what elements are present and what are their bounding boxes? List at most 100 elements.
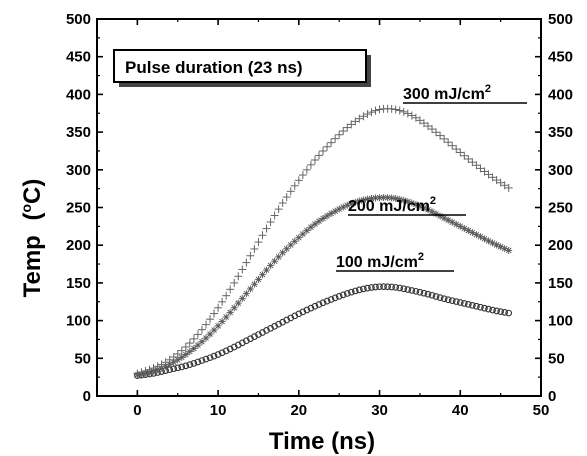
data-point bbox=[295, 310, 303, 318]
data-point bbox=[186, 348, 194, 356]
y-tick-label: 400 bbox=[66, 86, 91, 103]
data-point bbox=[395, 106, 404, 115]
data-point bbox=[468, 158, 477, 167]
data-point bbox=[481, 304, 488, 312]
x-axis-title: Time (ns) bbox=[269, 428, 375, 455]
data-point bbox=[319, 214, 327, 222]
data-point bbox=[165, 355, 174, 364]
data-point bbox=[404, 286, 412, 293]
data-point bbox=[226, 285, 235, 294]
data-point bbox=[181, 342, 190, 351]
data-point bbox=[384, 283, 391, 291]
data-point bbox=[299, 308, 307, 316]
data-point bbox=[250, 280, 258, 288]
series-2 bbox=[133, 104, 513, 378]
y-tick-label-right: 300 bbox=[548, 162, 573, 179]
data-point bbox=[202, 355, 210, 363]
data-point bbox=[198, 338, 206, 346]
data-point bbox=[452, 145, 461, 154]
data-point bbox=[153, 362, 162, 371]
data-point bbox=[198, 357, 206, 364]
data-point bbox=[145, 365, 154, 374]
annotation-box: Pulse duration (23 ns) bbox=[113, 49, 371, 87]
y-axis-title: Temp (oC) bbox=[18, 179, 46, 298]
data-point bbox=[170, 365, 178, 373]
y-axis-title-degree: o bbox=[18, 204, 34, 213]
y-tick-label: 500 bbox=[66, 11, 91, 28]
data-point bbox=[222, 291, 231, 300]
data-point bbox=[214, 322, 222, 330]
data-point bbox=[469, 301, 476, 309]
annotation-text: Pulse duration (23 ns) bbox=[125, 58, 303, 77]
data-point bbox=[500, 181, 509, 190]
data-point bbox=[319, 299, 327, 307]
data-point bbox=[371, 106, 380, 115]
svg-text:200 mJ/cm2: 200 mJ/cm2 bbox=[348, 195, 436, 215]
data-point bbox=[182, 362, 190, 370]
data-point bbox=[391, 105, 400, 114]
data-point bbox=[294, 176, 303, 185]
x-tick-label: 0 bbox=[133, 402, 141, 419]
series-label-300-text: 300 mJ/cm bbox=[403, 86, 485, 103]
data-point bbox=[504, 183, 513, 192]
x-tick-label: 20 bbox=[290, 402, 307, 419]
data-point bbox=[250, 244, 259, 253]
series-label-300-sup: 2 bbox=[485, 83, 491, 95]
series-label-100: 100 mJ/cm2 bbox=[336, 251, 454, 272]
data-point bbox=[464, 301, 472, 308]
data-point bbox=[201, 320, 210, 329]
series-label-300: 300 mJ/cm2 bbox=[403, 83, 527, 104]
data-point bbox=[480, 167, 489, 176]
data-point bbox=[206, 330, 214, 338]
y-tick-label: 100 bbox=[66, 313, 91, 330]
data-point bbox=[488, 173, 497, 182]
data-point bbox=[157, 360, 166, 369]
data-point bbox=[505, 246, 513, 254]
x-tick-label: 10 bbox=[210, 402, 227, 419]
data-point bbox=[489, 306, 496, 314]
data-point bbox=[222, 347, 230, 355]
data-point bbox=[210, 352, 218, 360]
data-point bbox=[351, 117, 360, 126]
x-tick-label: 40 bbox=[452, 402, 469, 419]
series-label-200: 200 mJ/cm2 bbox=[348, 195, 466, 216]
data-point bbox=[493, 307, 500, 315]
data-point bbox=[339, 291, 347, 299]
data-point bbox=[303, 227, 311, 235]
data-point bbox=[238, 294, 246, 302]
data-point bbox=[347, 288, 355, 296]
data-point bbox=[234, 272, 243, 281]
data-point bbox=[311, 220, 319, 228]
data-point bbox=[388, 283, 396, 291]
data-point bbox=[364, 284, 371, 292]
data-point bbox=[423, 122, 432, 131]
data-point bbox=[226, 345, 234, 353]
data-point bbox=[432, 128, 441, 137]
data-point bbox=[501, 308, 509, 316]
data-point bbox=[492, 176, 501, 185]
data-point bbox=[327, 296, 335, 303]
data-point bbox=[419, 119, 428, 128]
data-point bbox=[368, 284, 375, 291]
data-point bbox=[432, 293, 440, 300]
data-point bbox=[411, 113, 420, 122]
data-point bbox=[141, 366, 150, 375]
series-label-100-text: 100 mJ/cm bbox=[336, 254, 418, 271]
svg-text:100 mJ/cm2: 100 mJ/cm2 bbox=[336, 251, 424, 271]
data-point bbox=[420, 289, 428, 297]
data-point bbox=[186, 361, 194, 368]
y-tick-label: 250 bbox=[66, 200, 91, 217]
data-point bbox=[189, 334, 198, 343]
y-tick-label: 150 bbox=[66, 275, 91, 292]
data-point bbox=[343, 123, 352, 132]
data-point bbox=[299, 230, 307, 238]
data-point bbox=[360, 285, 367, 293]
data-point bbox=[174, 364, 182, 372]
data-point bbox=[456, 299, 464, 306]
data-point bbox=[505, 309, 513, 317]
data-point bbox=[452, 298, 460, 305]
data-point bbox=[222, 313, 230, 321]
y-tick-label-right: 0 bbox=[548, 388, 556, 405]
data-point bbox=[485, 305, 492, 313]
y-tick-label-right: 50 bbox=[548, 350, 565, 367]
